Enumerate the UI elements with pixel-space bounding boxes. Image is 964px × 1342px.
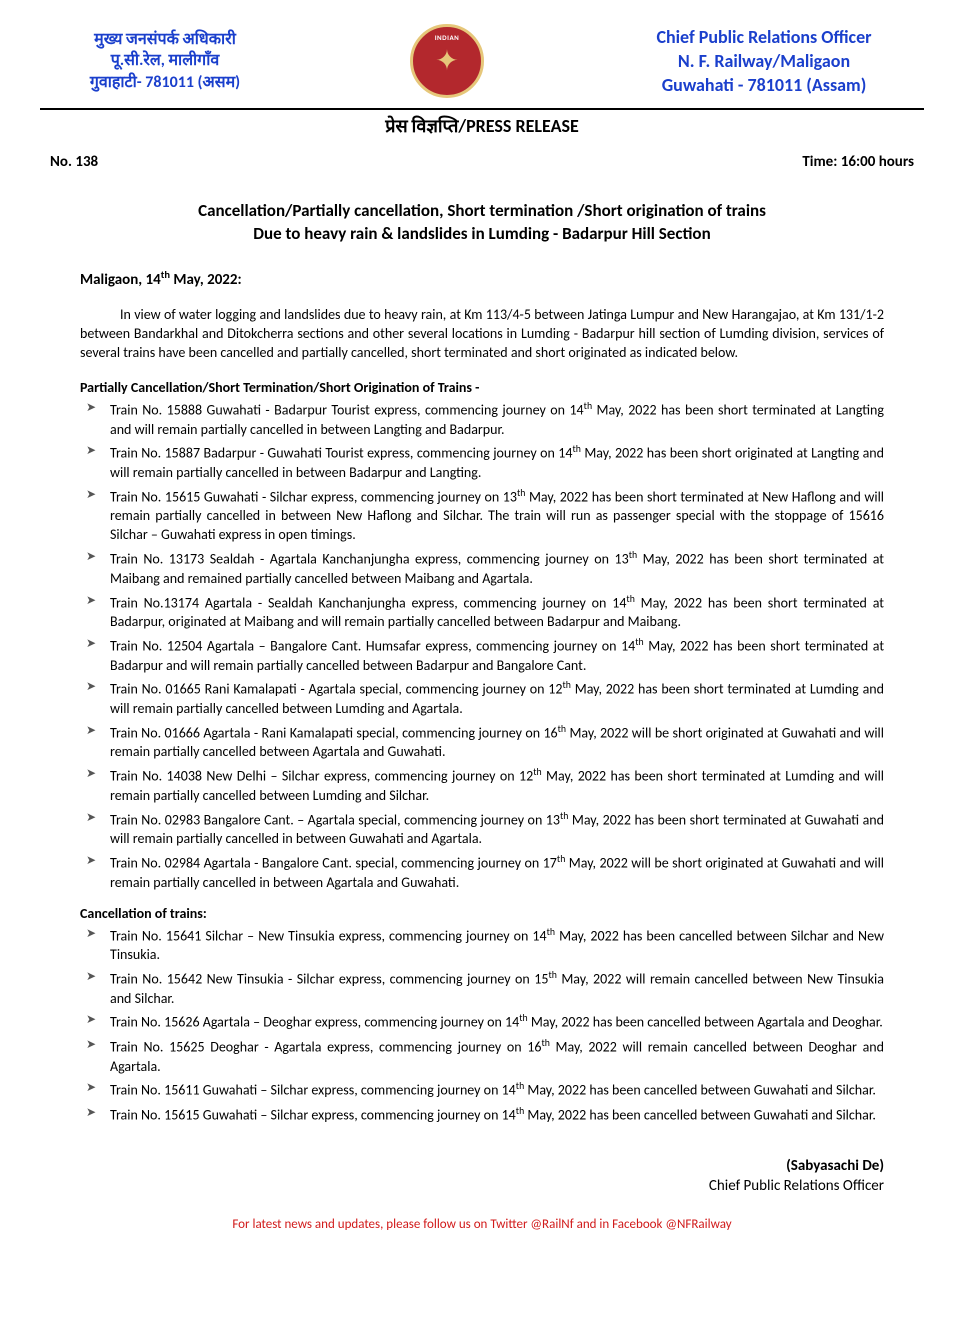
list-item: Train No. 15615 Guwahati – Silchar expre… bbox=[80, 1105, 884, 1126]
lh-right-line3: Guwahati - 781011 (Assam) bbox=[604, 73, 924, 97]
intro-paragraph: In view of water logging and landslides … bbox=[80, 306, 884, 363]
item-text-prefix: Train No. 01665 Rani Kamalapati - Agarta… bbox=[110, 681, 563, 698]
lh-left-line3: गुवाहाटी- 781011 (असम) bbox=[40, 72, 290, 94]
logo-star-icon: ✦ bbox=[435, 42, 458, 80]
item-text-suffix: May, 2022 has been cancelled between Guw… bbox=[524, 1082, 876, 1099]
list-item: Train No. 15642 New Tinsukia - Silchar e… bbox=[80, 969, 884, 1008]
list-item: Train No. 15611 Guwahati – Silchar expre… bbox=[80, 1080, 884, 1101]
section1-heading: Partially Cancellation/Short Termination… bbox=[80, 379, 924, 398]
list-item: Train No. 01665 Rani Kamalapati - Agarta… bbox=[80, 679, 884, 718]
item-date-sup: th bbox=[547, 926, 555, 938]
lh-left-line1: मुख्य जनसंपर्क अधिकारी bbox=[40, 29, 290, 51]
dateline-suffix: May, 2022: bbox=[170, 271, 242, 289]
footer-line: For latest news and updates, please foll… bbox=[40, 1216, 924, 1234]
list-item: Train No. 15641 Silchar – New Tinsukia e… bbox=[80, 926, 884, 965]
lh-right-line2: N. F. Railway/Maligaon bbox=[604, 49, 924, 73]
item-text-prefix: Train No. 15611 Guwahati – Silchar expre… bbox=[110, 1082, 516, 1099]
list-item: Train No. 13173 Sealdah - Agartala Kanch… bbox=[80, 549, 884, 588]
item-text-prefix: Train No. 12504 Agartala – Bangalore Can… bbox=[110, 638, 635, 655]
item-text-prefix: Train No. 15626 Agartala – Deoghar expre… bbox=[110, 1014, 519, 1031]
item-date-sup: th bbox=[584, 400, 592, 412]
list-item: Train No. 14038 New Delhi – Silchar expr… bbox=[80, 766, 884, 805]
list-item: Train No. 02984 Agartala - Bangalore Can… bbox=[80, 853, 884, 892]
divider-line bbox=[40, 108, 924, 110]
list-item: Train No. 15887 Badarpur - Guwahati Tour… bbox=[80, 443, 884, 482]
letterhead-logo-wrap: INDIAN ✦ bbox=[410, 24, 484, 98]
list-item: Train No. 12504 Agartala – Bangalore Can… bbox=[80, 636, 884, 675]
release-time: Time: 16:00 hours bbox=[802, 152, 914, 172]
item-text-prefix: Train No. 13173 Sealdah - Agartala Kanch… bbox=[110, 551, 629, 568]
meta-row: No. 138 Time: 16:00 hours bbox=[40, 152, 924, 172]
item-text-suffix: May, 2022 has been cancelled between Aga… bbox=[528, 1014, 883, 1031]
item-text-prefix: Train No. 02984 Agartala - Bangalore Can… bbox=[110, 855, 557, 872]
item-date-sup: th bbox=[629, 549, 637, 561]
item-date-sup: th bbox=[519, 1012, 527, 1024]
lh-right-line1: Chief Public Relations Officer bbox=[604, 25, 924, 49]
item-text-suffix: May, 2022 has been cancelled between Guw… bbox=[524, 1107, 876, 1124]
title-block: Cancellation/Partially cancellation, Sho… bbox=[40, 199, 924, 247]
title-line1: Cancellation/Partially cancellation, Sho… bbox=[40, 199, 924, 223]
signature-block: (Sabyasachi De) Chief Public Relations O… bbox=[40, 1156, 884, 1197]
item-date-sup: th bbox=[516, 1105, 524, 1117]
item-date-sup: th bbox=[563, 679, 571, 691]
item-text-prefix: Train No. 15887 Badarpur - Guwahati Tour… bbox=[110, 445, 572, 462]
list-item: Train No. 01666 Agartala - Rani Kamalapa… bbox=[80, 723, 884, 762]
item-text-prefix: Train No. 14038 New Delhi – Silchar expr… bbox=[110, 768, 533, 785]
item-text-prefix: Train No. 15625 Deoghar - Agartala expre… bbox=[110, 1039, 541, 1056]
letterhead-left: मुख्य जनसंपर्क अधिकारी पू.सी.रेल, मालीगा… bbox=[40, 29, 290, 94]
signature-title: Chief Public Relations Officer bbox=[40, 1176, 884, 1196]
item-text-prefix: Train No. 01666 Agartala - Rani Kamalapa… bbox=[110, 725, 558, 742]
dateline: Maligaon, 14th May, 2022: bbox=[80, 268, 924, 290]
item-date-sup: th bbox=[626, 593, 634, 605]
item-text-prefix: Train No.13174 Agartala - Sealdah Kancha… bbox=[110, 594, 626, 611]
dateline-prefix: Maligaon, 14 bbox=[80, 271, 161, 289]
item-text-prefix: Train No. 15641 Silchar – New Tinsukia e… bbox=[110, 927, 547, 944]
item-date-sup: th bbox=[572, 443, 580, 455]
section2-heading: Cancellation of trains: bbox=[80, 905, 924, 924]
press-release-heading: प्रेस विज्ञप्ति/PRESS RELEASE bbox=[40, 114, 924, 138]
release-number: No. 138 bbox=[50, 152, 98, 172]
item-date-sup: th bbox=[635, 636, 643, 648]
item-date-sup: th bbox=[516, 1080, 524, 1092]
logo-top-text: INDIAN bbox=[435, 33, 460, 42]
signature-name: (Sabyasachi De) bbox=[40, 1156, 884, 1176]
item-date-sup: th bbox=[548, 969, 556, 981]
railway-logo-icon: INDIAN ✦ bbox=[410, 24, 484, 98]
list-item: Train No. 15888 Guwahati - Badarpur Tour… bbox=[80, 400, 884, 439]
cancellation-list: Train No. 15641 Silchar – New Tinsukia e… bbox=[80, 926, 884, 1126]
item-date-sup: th bbox=[558, 723, 566, 735]
list-item: Train No. 15615 Guwahati - Silchar expre… bbox=[80, 487, 884, 545]
item-date-sup: th bbox=[541, 1037, 549, 1049]
lh-left-line2: पू.सी.रेल, मालीगाँव bbox=[40, 50, 290, 72]
item-text-prefix: Train No. 15888 Guwahati - Badarpur Tour… bbox=[110, 402, 584, 419]
item-date-sup: th bbox=[533, 766, 541, 778]
dateline-sup: th bbox=[161, 268, 170, 281]
letterhead-right: Chief Public Relations Officer N. F. Rai… bbox=[604, 25, 924, 98]
list-item: Train No. 15625 Deoghar - Agartala expre… bbox=[80, 1037, 884, 1076]
partial-cancellation-list: Train No. 15888 Guwahati - Badarpur Tour… bbox=[80, 400, 884, 893]
item-text-prefix: Train No. 02983 Bangalore Cant. – Agarta… bbox=[110, 811, 560, 828]
title-line2: Due to heavy rain & landslides in Lumdin… bbox=[40, 222, 924, 246]
letterhead: मुख्य जनसंपर्क अधिकारी पू.सी.रेल, मालीगा… bbox=[40, 24, 924, 98]
list-item: Train No.13174 Agartala - Sealdah Kancha… bbox=[80, 593, 884, 632]
item-text-prefix: Train No. 15615 Guwahati – Silchar expre… bbox=[110, 1107, 516, 1124]
list-item: Train No. 15626 Agartala – Deoghar expre… bbox=[80, 1012, 884, 1033]
item-text-prefix: Train No. 15615 Guwahati - Silchar expre… bbox=[110, 488, 517, 505]
list-item: Train No. 02983 Bangalore Cant. – Agarta… bbox=[80, 810, 884, 849]
item-text-prefix: Train No. 15642 New Tinsukia - Silchar e… bbox=[110, 971, 548, 988]
